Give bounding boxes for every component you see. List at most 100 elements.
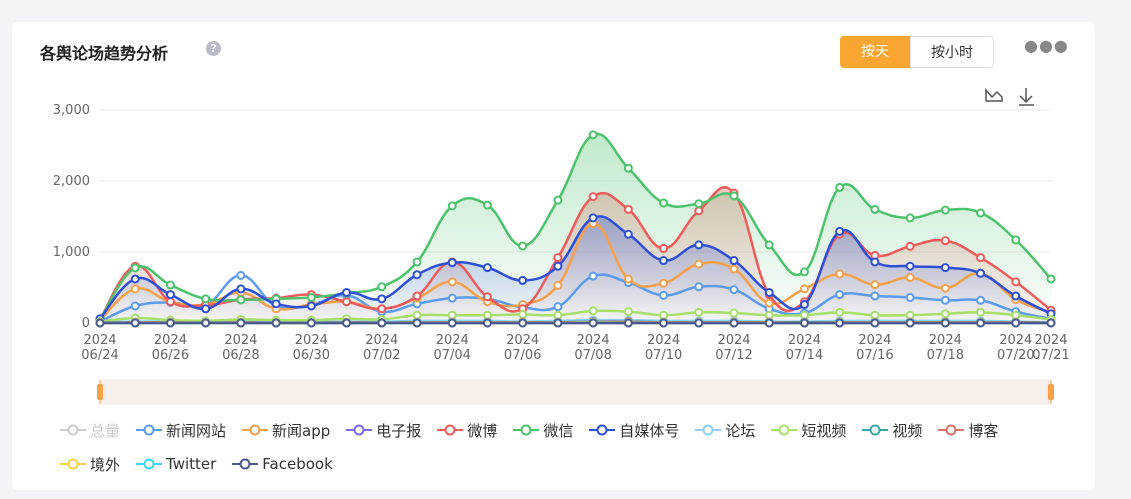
legend-icon — [938, 424, 965, 436]
legend-icon — [513, 424, 540, 436]
data-point — [976, 307, 986, 317]
data-point — [482, 310, 492, 320]
y-tick-label: 3,000 — [53, 103, 90, 118]
data-point — [518, 275, 528, 285]
data-point — [412, 257, 422, 267]
legend-item[interactable]: 博客 — [938, 418, 998, 442]
x-tick-label: 2024 07/04 — [433, 333, 470, 363]
legend-label: 新闻app — [272, 421, 331, 440]
data-point — [835, 307, 845, 317]
data-point — [799, 284, 809, 294]
legend-item[interactable]: Facebook — [232, 452, 333, 476]
data-point — [236, 295, 246, 305]
x-tick-date: 06/26 — [152, 348, 189, 363]
data-point — [764, 240, 774, 250]
data-point — [940, 263, 950, 273]
data-point — [623, 229, 633, 239]
x-tick-date: 06/28 — [222, 348, 259, 363]
series-line — [99, 222, 1052, 322]
legend-item[interactable]: 微信 — [513, 418, 573, 442]
legend-item[interactable]: 新闻app — [242, 418, 330, 442]
data-point — [729, 191, 739, 201]
zoom-handle[interactable] — [97, 384, 103, 400]
data-point — [518, 318, 528, 328]
data-point — [553, 253, 563, 263]
x-tick-date: 07/16 — [856, 348, 893, 363]
legend-item[interactable]: Twitter — [136, 452, 216, 476]
x-tick-label: 2024 06/30 — [293, 333, 330, 363]
data-point — [659, 318, 669, 328]
x-tick-year: 2024 — [929, 333, 962, 348]
more-menu[interactable]: ●●● — [1024, 36, 1069, 55]
data-point — [412, 270, 422, 280]
legend-label: 短视频 — [801, 421, 847, 440]
legend-icon — [862, 424, 889, 436]
legend-item[interactable]: 电子报 — [346, 418, 421, 442]
legend-label: 视频 — [892, 421, 923, 440]
data-point — [412, 291, 422, 301]
legend-item[interactable]: 总量 — [60, 418, 120, 442]
data-point — [940, 295, 950, 305]
x-tick-date: 07/20 — [997, 348, 1034, 363]
data-point — [236, 270, 246, 280]
data-point — [835, 182, 845, 192]
data-point — [976, 295, 986, 305]
data-point — [976, 268, 986, 278]
legend-item[interactable]: 论坛 — [695, 418, 755, 442]
x-tick-label: 2024 07/12 — [715, 333, 752, 363]
toolbar[interactable] — [985, 87, 1034, 106]
series-line — [98, 132, 1052, 321]
legend-item[interactable]: 自媒体号 — [589, 418, 679, 442]
legend-item[interactable]: 微博 — [437, 418, 497, 442]
data-point — [870, 204, 880, 214]
data-point — [553, 318, 563, 328]
hour-button[interactable]: 按小时 — [910, 36, 994, 68]
legend-icon — [60, 458, 86, 470]
x-tick-label: 2024 07/02 — [363, 333, 400, 363]
data-point — [342, 297, 352, 307]
x-tick-label: 2024 06/26 — [152, 333, 189, 363]
day-button[interactable]: 按天 — [840, 36, 910, 68]
x-tick-label: 2024 07/14 — [786, 333, 823, 363]
data-point — [659, 198, 669, 208]
data-point — [694, 318, 704, 328]
data-point — [694, 240, 704, 250]
data-point — [482, 263, 492, 273]
data-point — [659, 256, 669, 266]
legend-label: 论坛 — [725, 421, 756, 440]
data-point — [377, 294, 387, 304]
help-icon[interactable]: ? — [206, 41, 221, 56]
zoom-handle[interactable] — [1048, 384, 1054, 400]
data-point — [659, 290, 669, 300]
data-point — [729, 264, 739, 274]
data-point — [764, 298, 774, 308]
legend-label: 总量 — [90, 421, 121, 440]
data-point — [130, 318, 140, 328]
legend-item[interactable]: 新闻网站 — [136, 418, 226, 442]
x-tick-label: 2024 07/18 — [927, 333, 964, 363]
data-point — [1046, 318, 1056, 328]
legend-item[interactable]: 短视频 — [771, 418, 846, 442]
data-point — [905, 213, 915, 223]
data-point — [588, 306, 598, 316]
data-point — [342, 287, 352, 297]
x-tick-date: 07/21 — [1032, 348, 1069, 363]
data-point — [623, 318, 633, 328]
data-point — [659, 243, 669, 253]
x-tick-label: 2024 07/10 — [645, 333, 682, 363]
data-point — [588, 213, 598, 223]
x-tick-year: 2024 — [647, 333, 680, 348]
chart-type-icon[interactable] — [985, 87, 1003, 102]
data-point — [835, 269, 845, 279]
data-point — [588, 130, 598, 140]
legend-label: 微信 — [543, 421, 574, 440]
data-point — [306, 301, 316, 311]
data-point — [940, 318, 950, 328]
legend-item[interactable]: 境外 — [60, 452, 120, 476]
data-point — [764, 287, 774, 297]
data-point — [694, 282, 704, 292]
data-point — [236, 318, 246, 328]
legend-item[interactable]: 视频 — [862, 418, 922, 442]
download-icon[interactable] — [1019, 88, 1034, 106]
